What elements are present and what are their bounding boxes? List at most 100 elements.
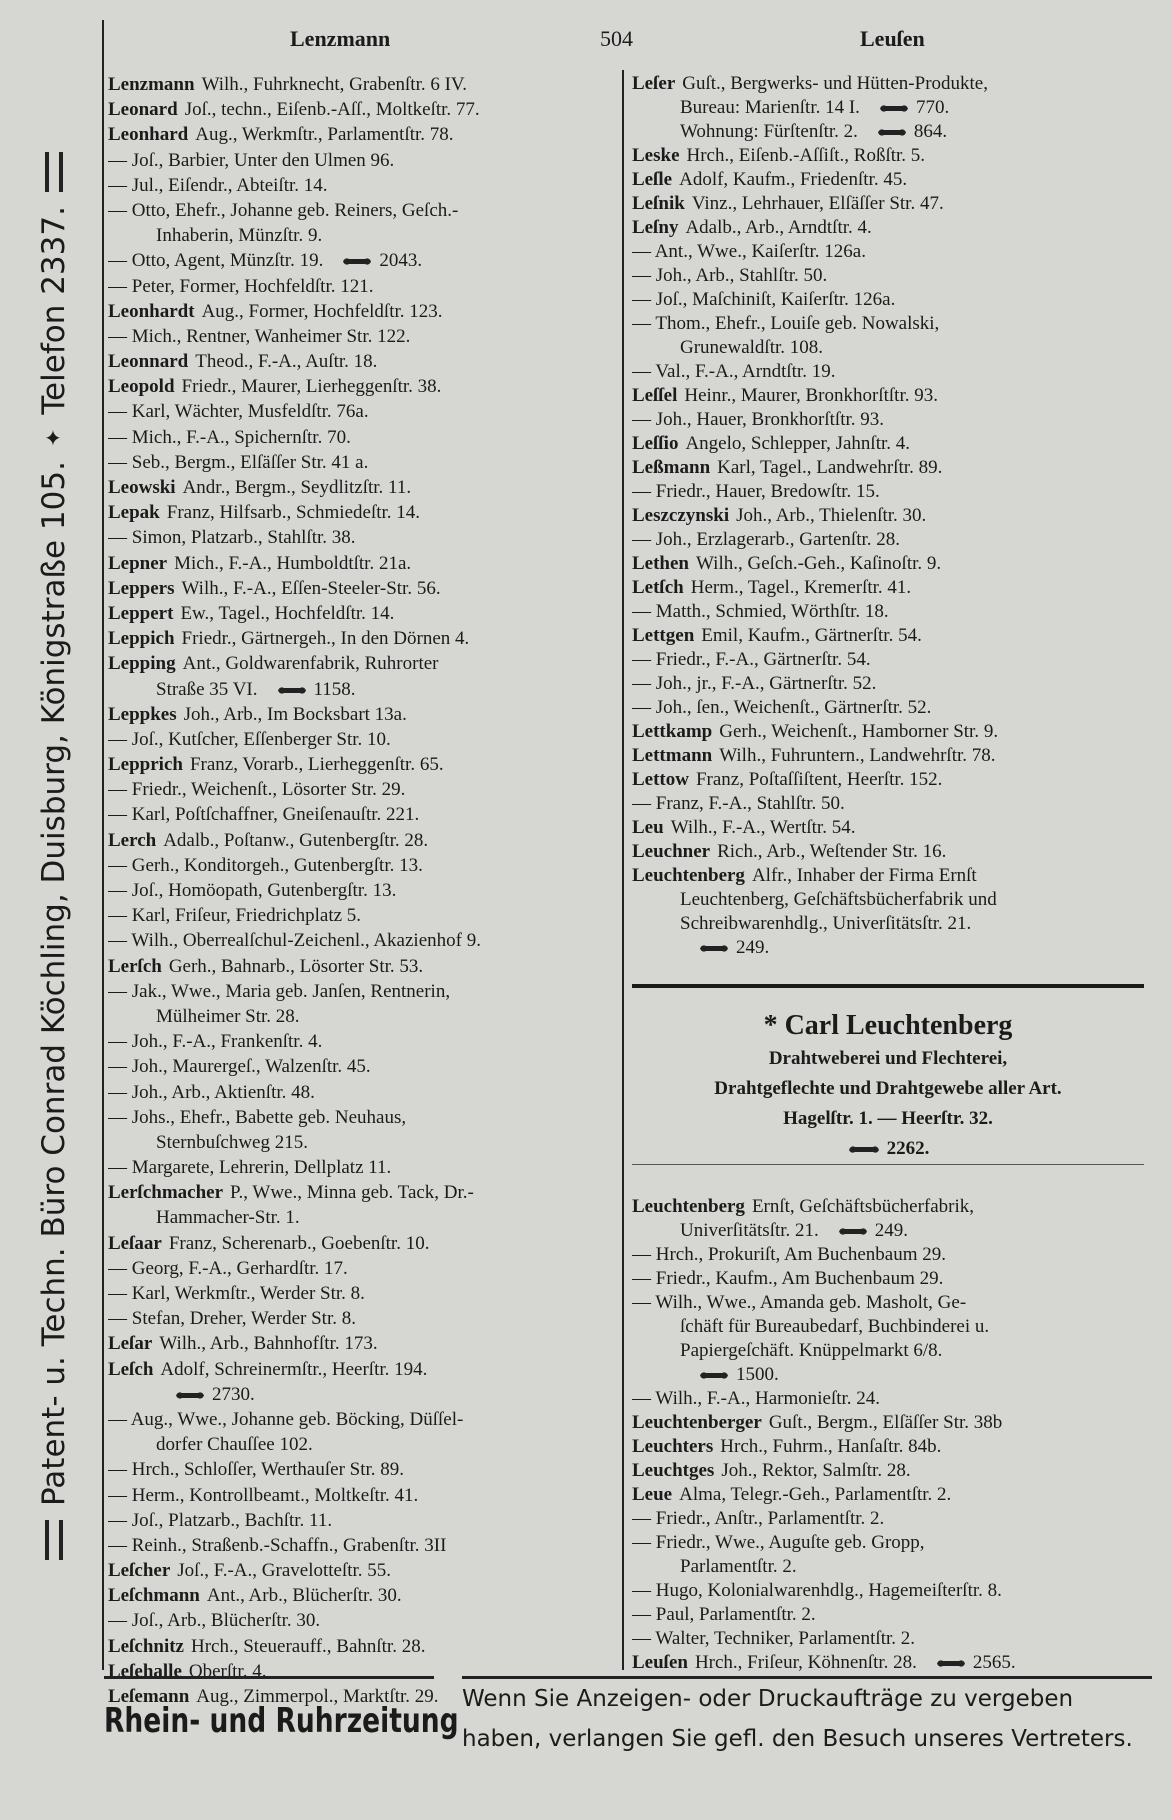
entry-name: Leſchmann [108,1585,200,1607]
entry-line: — Seb., Bergm., Elſäſſer Str. 41 a. [108,450,616,475]
entry-text: — Georg, F.-A., Gerhardſtr. 17. [108,1257,348,1279]
entry-line: ſchäft für Bureaubedarf, Buchbinderei u. [632,1315,1167,1339]
entry-name: Leonhardt [108,300,195,322]
entry-line: Leſſio Angelo, Schlepper, Jahnſtr. 4. [632,432,1167,456]
phone-icon [877,129,906,136]
page-number: 504 [600,26,633,51]
entry-text: — Friedr., Kaufm., Am Buchenbaum 29. [632,1268,944,1289]
entry-text: — Paul, Parlamentſtr. 2. [632,1604,816,1625]
entry-text: Wilh., Geſch.-Geh., Kaſinoſtr. 9. [696,553,942,574]
entry-line: Leopold Friedr., Maurer, Lierheggenſtr. 3… [108,374,616,399]
entry-line: Leonhard Aug., Werkmſtr., Parlamentſtr. 7… [108,122,616,147]
entry-name: Leſnik [632,193,685,214]
entry-line: — Joſ., Platzarb., Bachſtr. 11. [108,1508,616,1533]
entry-line: — Karl, Poſtſchaffner, Gneiſenauſtr. 221… [108,802,616,827]
entry-line: — Otto, Agent, Münzſtr. 19. 2043. [108,248,616,273]
entry-text: — Gerh., Konditorgeh., Gutenbergſtr. 13. [108,854,423,876]
entry-text: Alfr., Inhaber der Firma Ernſt [751,865,977,886]
entry-line: 2730. [108,1382,616,1407]
entry-name: Lettkamp [632,721,713,742]
entry-line: Leſaar Franz, Scherenarb., Goebenſtr. 10. [108,1231,616,1256]
footer-text: Wenn Sie Anzeigen- oder Druckaufträge zu… [462,1676,1152,1759]
entry-line: Leſny Adalb., Arb., Arndtſtr. 4. [632,216,1167,240]
entry-text: Wohnung: Fürſtenſtr. 2. [680,121,858,142]
entry-name: Leppkes [108,703,177,725]
entry-line: Lerſch Gerh., Bahnarb., Lösorter Str. 53. [108,954,616,979]
entry-line: Leſar Wilh., Arb., Bahnhofſtr. 173. [108,1331,616,1356]
entry-name: Leske [632,145,680,166]
entry-text: Joh., Rektor, Salmſtr. 28. [721,1460,911,1481]
entry-name: Leuchtenberg [632,1196,745,1217]
entry-text: Inhaberin, Münzſtr. 9. [156,225,323,247]
phone-icon [343,258,372,266]
entry-line: Lepak Franz, Hilfsarb., Schmiedeſtr. 14. [108,500,616,525]
entry-text: — Val., F.-A., Arndtſtr. 19. [632,361,836,382]
entry-text: Karl, Tagel., Landwehrſtr. 89. [717,457,943,478]
entry-line: — Jul., Eiſendr., Abteiſtr. 14. [108,173,616,198]
entry-line: — Val., F.-A., Arndtſtr. 19. [632,360,1167,384]
entry-line: — Mich., Rentner, Wanheimer Str. 122. [108,324,616,349]
entry-line: Lerſchmacher P., Wwe., Minna geb. Tack, D… [108,1180,616,1205]
entry-line: — Peter, Former, Hochfeldſtr. 121. [108,274,616,299]
entry-name: Lepprich [108,754,183,776]
entry-line: Leuchtenberger Guſt., Bergm., Elſäſſer St… [632,1411,1167,1435]
entry-text: Adalb., Arb., Arndtſtr. 4. [685,217,872,238]
entry-name: Lerſch [108,955,162,977]
entry-name: Leopold [108,376,175,398]
ad-title: * Carl Leuchtenberg [763,1010,1013,1041]
entry-line: Leuchters Hrch., Fuhrm., Hanſaſtr. 84b. [632,1435,1167,1459]
entry-line: Leſchnitz Hrch., Steuerauff., Bahnſtr. 28… [108,1634,616,1659]
entry-line: Grunewaldſtr. 108. [632,336,1167,360]
entry-name: Leuchters [632,1436,714,1457]
entry-text: — Hugo, Kolonialwarenhdlg., Hagemeiſterſ… [632,1580,1002,1601]
phone-number: 770. [915,97,950,118]
entry-text: — Franz, F.-A., Stahlſtr. 50. [632,793,845,814]
entry-text: Wilh., Fuhruntern., Landwehrſtr. 78. [719,745,996,766]
entry-text: Heinr., Maurer, Bronkhorſtſtr. 93. [684,385,938,406]
entry-name: Leuſen [632,1652,688,1673]
ad-line: Hagelſtr. 1. — Heerſtr. 32. [783,1108,993,1129]
entry-name: Leſſel [632,385,678,406]
entry-text: Joſ., techn., Eiſenb.-Aſſ., Moltkeſtr. 7… [184,99,480,121]
entry-text: Aug., Werkmſtr., Parlamentſtr. 78. [195,124,454,146]
entry-text: — Karl, Werkmſtr., Werder Str. 8. [108,1283,365,1304]
entry-text: — Friedr., F.-A., Gärtnerſtr. 54. [632,649,871,670]
entry-text: Joſ., F.-A., Gravelotteſtr. 55. [177,1560,392,1582]
entry-line: Lepping Ant., Goldwarenfabrik, Ruhrorter [108,651,616,676]
entry-line: Schreibwarenhdlg., Univerſitätsſtr. 21. [632,912,1167,936]
entry-name: Leßmann [632,457,711,478]
entry-text: Ernſt, Geſchäftsbücherfabrik, [751,1196,975,1217]
entry-text: Guſt., Bergm., Elſäſſer Str. 38b [768,1412,1003,1433]
entry-line: Leſſel Heinr., Maurer, Bronkhorſtſtr. 93. [632,384,1167,408]
entry-line: Leuchtenberg Alfr., Inhaber der Firma Ern… [632,864,1167,888]
entry-name: Leuchtenberger [632,1412,762,1433]
entry-line: Hammacher-Str. 1. [108,1205,616,1230]
entry-line: Lettmann Wilh., Fuhruntern., Landwehrſtr.… [632,744,1167,768]
entry-text: — Joh., Arb., Stahlſtr. 50. [632,265,828,286]
entry-text: Alma, Telegr.-Geh., Parlamentſtr. 2. [679,1484,952,1505]
entry-line: Leonhardt Aug., Former, Hochfeldſtr. 123. [108,299,616,324]
entry-text: Adolf, Schreinermſtr., Heerſtr. 194. [160,1358,428,1380]
entry-line: — Matth., Schmied, Wörthſtr. 18. [632,600,1167,624]
entry-text: ſchäft für Bureaubedarf, Buchbinderei u. [680,1316,990,1337]
entry-line: Lenzmann Wilh., Fuhrknecht, Grabenſtr. 6 … [108,72,616,97]
banner-phone: Telefon 2337. [36,206,72,415]
entry-line: Leuchtges Joh., Rektor, Salmſtr. 28. [632,1459,1167,1483]
ad-phone-line: 2262. [632,1134,1144,1164]
entry-text: — Hrch., Prokuriſt, Am Buchenbaum 29. [632,1244,946,1265]
entry-name: Leſar [108,1333,153,1355]
entry-text: Ew., Tagel., Hochfeldſtr. 14. [180,602,395,624]
entry-text: — Joh., jr., F.-A., Gärtnerſtr. 52. [632,673,877,694]
banner-bar [45,152,63,193]
entry-text: Hrch., Fuhrm., Hanſaſtr. 84b. [720,1436,942,1457]
entry-text: — Friedr., Wwe., Auguſte geb. Gropp, [632,1532,925,1553]
entry-name: Lepner [108,552,168,574]
entry-text: — Joſ., Barbier, Unter den Ulmen 96. [108,149,395,171]
entry-name: Leonnard [108,351,189,373]
entry-line: Mülheimer Str. 28. [108,1004,616,1029]
entry-line: — Jak., Wwe., Maria geb. Janſen, Rentner… [108,979,616,1004]
entry-name: Leſchnitz [108,1635,184,1657]
entry-line: — Mich., F.-A., Spichernſtr. 70. [108,425,616,450]
